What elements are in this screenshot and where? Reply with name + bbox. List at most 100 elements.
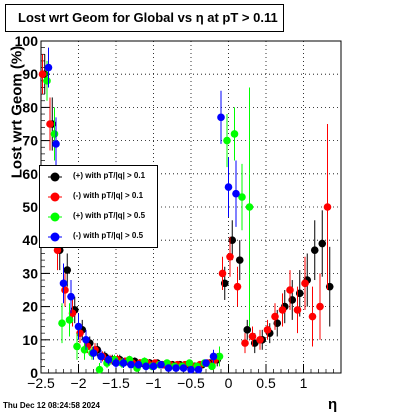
data-point [80,345,89,354]
data-point [82,336,90,344]
y-tick-label: 10 [22,332,38,348]
x-tick-label: −1 [146,375,162,391]
data-point [286,286,294,294]
legend-marker-icon [48,232,62,242]
data-point [233,282,242,291]
data-point [185,359,194,367]
data-point [256,336,264,344]
data-point [89,349,98,357]
data-point [73,342,81,351]
data-point [127,360,135,369]
footer-timestamp: Thu Dec 12 08:24:58 2024 [3,401,100,410]
data-point [149,362,158,371]
y-tick-label: 90 [22,66,38,82]
y-tick-label: 40 [22,232,38,248]
x-tick-label: −0.5 [177,375,205,391]
y-tick-label: 80 [22,99,38,115]
data-point [308,312,317,321]
x-tick-label: 1 [300,375,308,391]
legend-label: (-) with pT/|q| > 0.5 [73,231,144,240]
legend-item: (-) with pT/|q| > 0.1 [40,187,157,207]
x-tick-label: −2.5 [27,375,55,391]
data-point [142,362,150,371]
data-point [52,140,60,148]
x-axis-label: η [328,396,338,413]
data-point [318,239,327,248]
data-point [61,286,69,294]
data-point [293,306,302,314]
chart-title: Lost wrt Geom for Global vs η at pT > 0.… [5,4,284,32]
data-point [58,319,66,328]
legend-label: (+) with pT/|q| > 0.1 [73,171,146,180]
data-point [164,364,173,372]
data-point [245,203,254,211]
data-point [241,339,249,347]
data-point [104,355,113,364]
legend-label: (-) with pT/|q| > 0.1 [73,191,144,200]
data-point [43,77,51,85]
legend-label: (+) with pT/|q| > 0.5 [73,211,146,220]
data-point [59,279,68,288]
data-point [209,352,218,361]
y-axis-label: Lost wrt Geom (%) [8,45,26,179]
data-point [202,359,210,367]
y-tick-label: 50 [22,199,38,215]
data-point [65,316,74,324]
legend: (+) with pT/|q| > 0.1 (-) with pT/|q| > … [39,165,158,248]
data-point [224,183,233,191]
data-point [157,360,165,369]
legend-marker-icon [48,212,62,222]
legend-item: (+) with pT/|q| > 0.5 [40,207,157,227]
data-point [223,136,231,145]
data-point [215,352,224,361]
data-point [179,364,188,372]
data-point [67,292,75,301]
data-point [44,63,53,72]
data-point [95,365,104,374]
data-point [235,256,244,264]
x-tick-label: −2 [71,375,87,391]
data-point [217,113,225,122]
data-point [316,302,324,311]
data-point [38,70,47,78]
data-point [218,269,227,278]
data-point [97,352,105,361]
data-point [230,130,239,138]
data-point [278,306,287,314]
y-tick-label: 70 [22,133,38,149]
x-tick-label: −1.5 [102,375,130,391]
y-axis-label-box: Lost wrt Geom (%) [2,46,32,179]
legend-marker-icon [48,172,62,182]
data-point [134,360,143,369]
data-point [112,359,120,367]
data-point [53,246,62,254]
y-tick-label: 0 [30,365,38,381]
data-point [187,365,195,374]
data-point [248,332,257,341]
data-point [226,252,234,261]
data-point [208,362,216,371]
data-point [172,364,180,372]
data-point [74,322,83,331]
x-tick-label: 0 [225,375,233,391]
data-point [323,203,332,211]
legend-marker-icon [48,192,62,202]
data-point [119,359,128,367]
data-point [243,326,252,334]
data-point [194,365,203,374]
y-tick-label: 100 [15,33,39,49]
y-tick-label: 20 [22,299,38,315]
y-tick-label: 30 [22,265,38,281]
data-point [232,189,240,198]
data-point [50,130,59,138]
legend-item: (-) with pT/|q| > 0.5 [40,227,157,247]
data-point [301,279,309,288]
data-point [310,246,319,254]
data-point [263,326,272,334]
data-point [271,312,279,321]
legend-item: (+) with pT/|q| > 0.1 [40,167,157,187]
data-point [63,266,72,274]
y-tick-label: 60 [22,166,38,182]
x-tick-label: 0.5 [256,375,276,391]
